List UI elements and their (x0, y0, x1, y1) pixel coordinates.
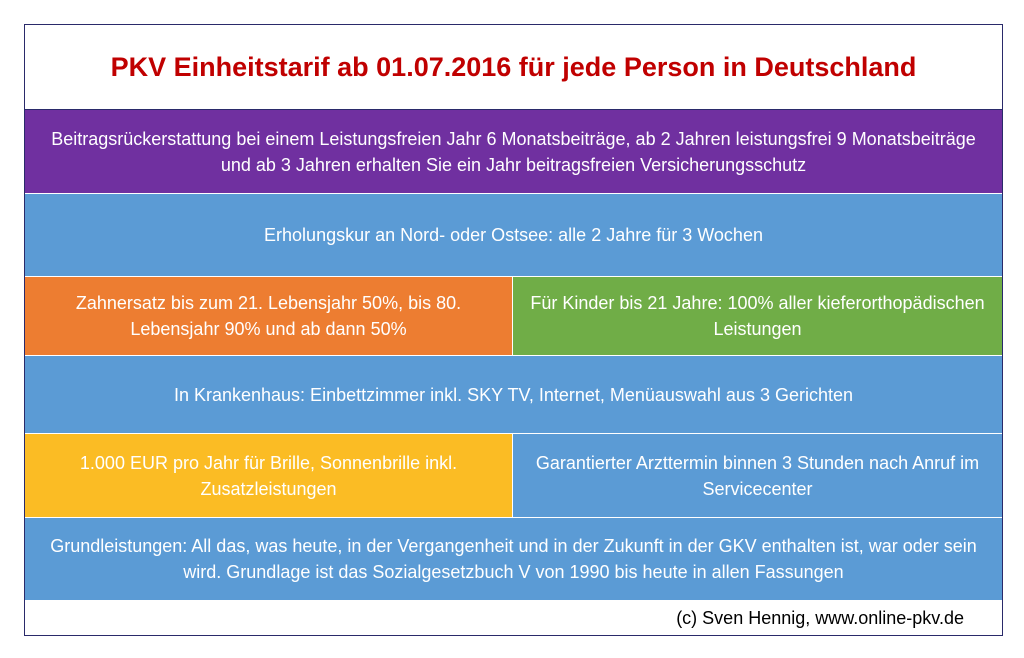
orthodontics-cell: Für Kinder bis 21 Jahre: 100% aller kief… (513, 277, 1002, 356)
page-title: PKV Einheitstarif ab 01.07.2016 für jede… (25, 25, 1002, 110)
info-table: PKV Einheitstarif ab 01.07.2016 für jede… (24, 24, 1003, 636)
hospital-row: In Krankenhaus: Einbettzimmer inkl. SKY … (25, 356, 1002, 434)
basic-benefits-row: Grundleistungen: All das, was heute, in … (25, 518, 1002, 601)
copyright-footer: (c) Sven Hennig, www.online-pkv.de (676, 608, 964, 628)
refund-row: Beitragsrückerstattung bei einem Leistun… (25, 110, 1002, 194)
cure-row: Erholungskur an Nord- oder Ostsee: alle … (25, 194, 1002, 277)
dental-cell: Zahnersatz bis zum 21. Lebensjahr 50%, b… (25, 277, 513, 356)
glasses-cell: 1.000 EUR pro Jahr für Brille, Sonnenbri… (25, 434, 513, 518)
appointment-cell: Garantierter Arzttermin binnen 3 Stunden… (513, 434, 1002, 518)
